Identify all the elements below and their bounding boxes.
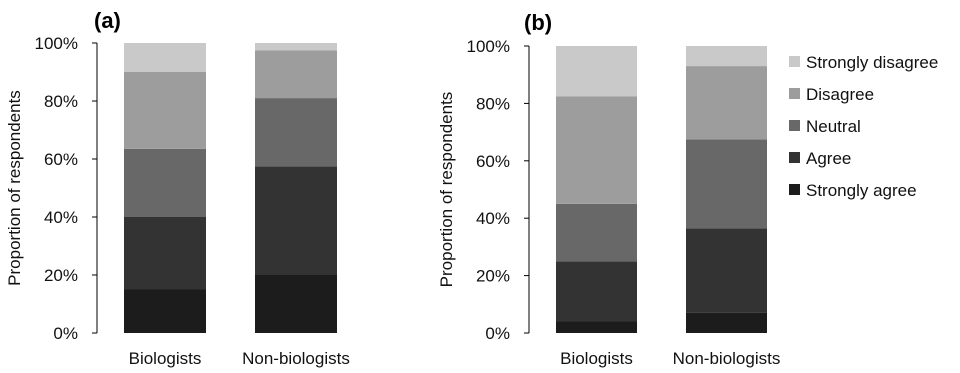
bar-segment-neutral xyxy=(124,148,206,217)
y-tick-label: 20% xyxy=(476,267,510,286)
bar-segment-strongly-agree xyxy=(686,312,767,333)
y-tick-label: 60% xyxy=(476,152,510,171)
y-tick-label: 80% xyxy=(44,92,78,111)
bar-segment-strongly-agree xyxy=(124,289,206,333)
x-category-label: Biologists xyxy=(129,349,202,368)
bar-segment-disagree xyxy=(556,96,637,204)
bar-segment-strongly-disagree xyxy=(686,46,767,67)
y-tick-label: 60% xyxy=(44,150,78,169)
legend-label: Disagree xyxy=(806,85,874,104)
bar-segment-strongly-agree xyxy=(556,321,637,333)
y-tick-label: 100% xyxy=(35,34,78,53)
y-tick-label: 100% xyxy=(467,37,510,56)
y-tick-label: 40% xyxy=(44,208,78,227)
panel-a: (a) Proportion of respondents 0% 20% 40% 60% 8… xyxy=(5,8,350,368)
bar-segment-disagree xyxy=(686,66,767,140)
bar-segment-agree xyxy=(124,217,206,290)
legend-label: Strongly agree xyxy=(806,181,917,200)
x-category-label: Non-biologists xyxy=(242,349,350,368)
y-tick-label: 0% xyxy=(485,324,510,343)
legend-swatch xyxy=(789,56,800,67)
panel-label: (a) xyxy=(94,8,121,33)
bar-segment-neutral xyxy=(686,139,767,229)
bar-segment-neutral xyxy=(255,98,337,167)
legend-swatch xyxy=(789,184,800,195)
y-tick-label: 20% xyxy=(44,266,78,285)
panel-b: (b) Proportion of respondents 0% 20% 40% 60% 8… xyxy=(437,10,780,368)
bar-segment-agree xyxy=(255,166,337,275)
bar-segment-agree xyxy=(556,261,637,322)
bar-segment-strongly-disagree xyxy=(556,46,637,97)
bar-segment-strongly-agree xyxy=(255,275,337,333)
legend-label: Strongly disagree xyxy=(806,53,938,72)
bar-segment-neutral xyxy=(556,203,637,262)
legend-label: Agree xyxy=(806,149,851,168)
legend-label: Neutral xyxy=(806,117,861,136)
y-tick-label: 0% xyxy=(53,324,78,343)
legend-swatch xyxy=(789,120,800,131)
y-tick-label: 80% xyxy=(476,94,510,113)
x-category-label: Biologists xyxy=(560,349,633,368)
bar-segment-disagree xyxy=(255,50,337,99)
bar-segment-strongly-disagree xyxy=(255,43,337,51)
legend: Strongly disagree Disagree Neutral Agree Str… xyxy=(789,53,938,200)
y-tick-label: 40% xyxy=(476,209,510,228)
y-axis-label: Proportion of respondents xyxy=(5,90,24,286)
panel-label: (b) xyxy=(524,10,552,35)
bar-segment-disagree xyxy=(124,72,206,149)
y-axis-label: Proportion of respondents xyxy=(437,92,456,288)
legend-swatch xyxy=(789,88,800,99)
bar-segment-agree xyxy=(686,228,767,313)
x-category-label: Non-biologists xyxy=(673,349,781,368)
legend-swatch xyxy=(789,152,800,163)
bar-segment-strongly-disagree xyxy=(124,43,206,72)
